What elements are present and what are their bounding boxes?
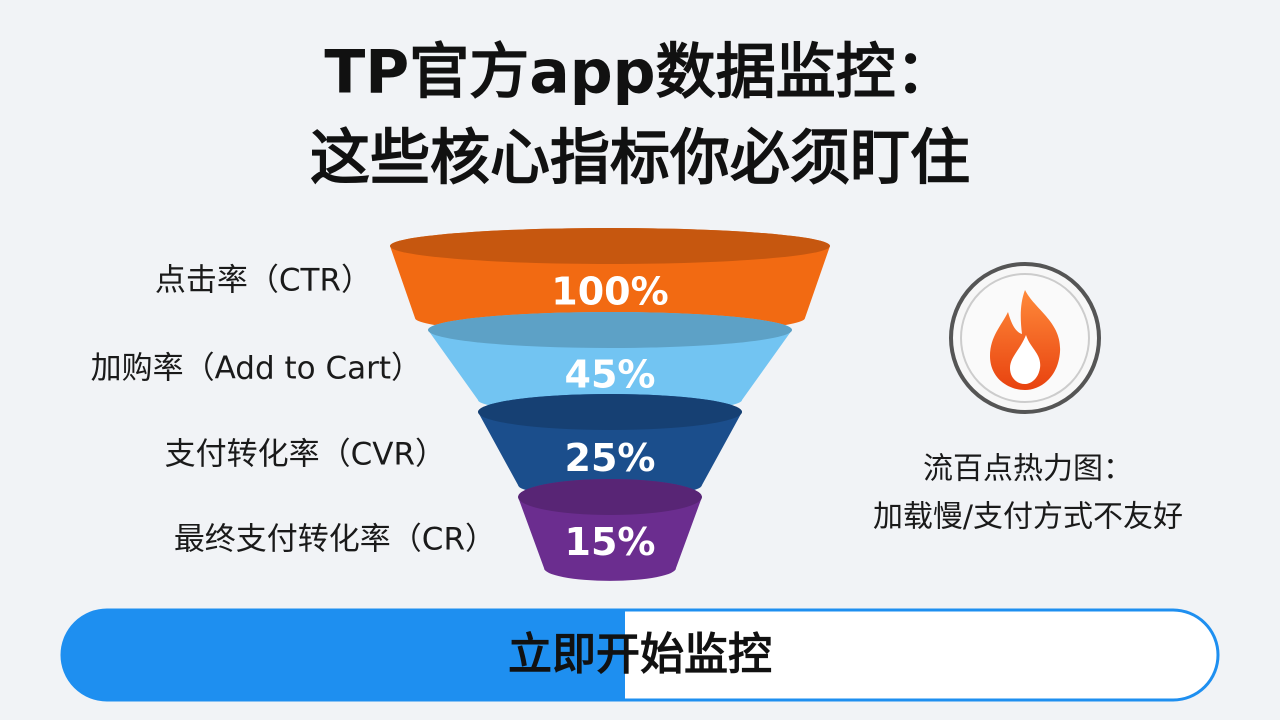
start-button[interactable]: 立即开始监控 [60,608,1220,702]
category-label: 加购率（Add to Cart） [91,351,422,387]
title-line: 这些核心指标你必须盯住 [310,124,970,194]
fire-icon [949,262,1101,414]
note-line: 加载慢/支付方式不友好 [873,500,1183,535]
category-label: 支付转化率（CVR） [165,437,446,473]
value-label: 15% [565,520,656,564]
button-label[interactable]: 立即开始监控 [508,629,772,680]
button-body[interactable] [60,608,1220,702]
value-label: 45% [565,353,656,397]
segment-top [428,312,792,348]
segment-top [390,228,830,264]
value-label: 100% [551,270,668,314]
funnel: 100% 点击率（CTR） 45% 加购率（Add to Cart） 25% 支付转化率（… [91,228,830,581]
category-label: 最终支付转化率（CR） [174,522,496,558]
category-label: 点击率（CTR） [155,263,372,299]
note-line: 流百点热力图： [923,452,1133,487]
segment-top [518,479,702,515]
value-label: 25% [565,436,656,480]
segment-top [478,394,742,430]
title-line: TP官方app数据监控： [324,38,955,108]
